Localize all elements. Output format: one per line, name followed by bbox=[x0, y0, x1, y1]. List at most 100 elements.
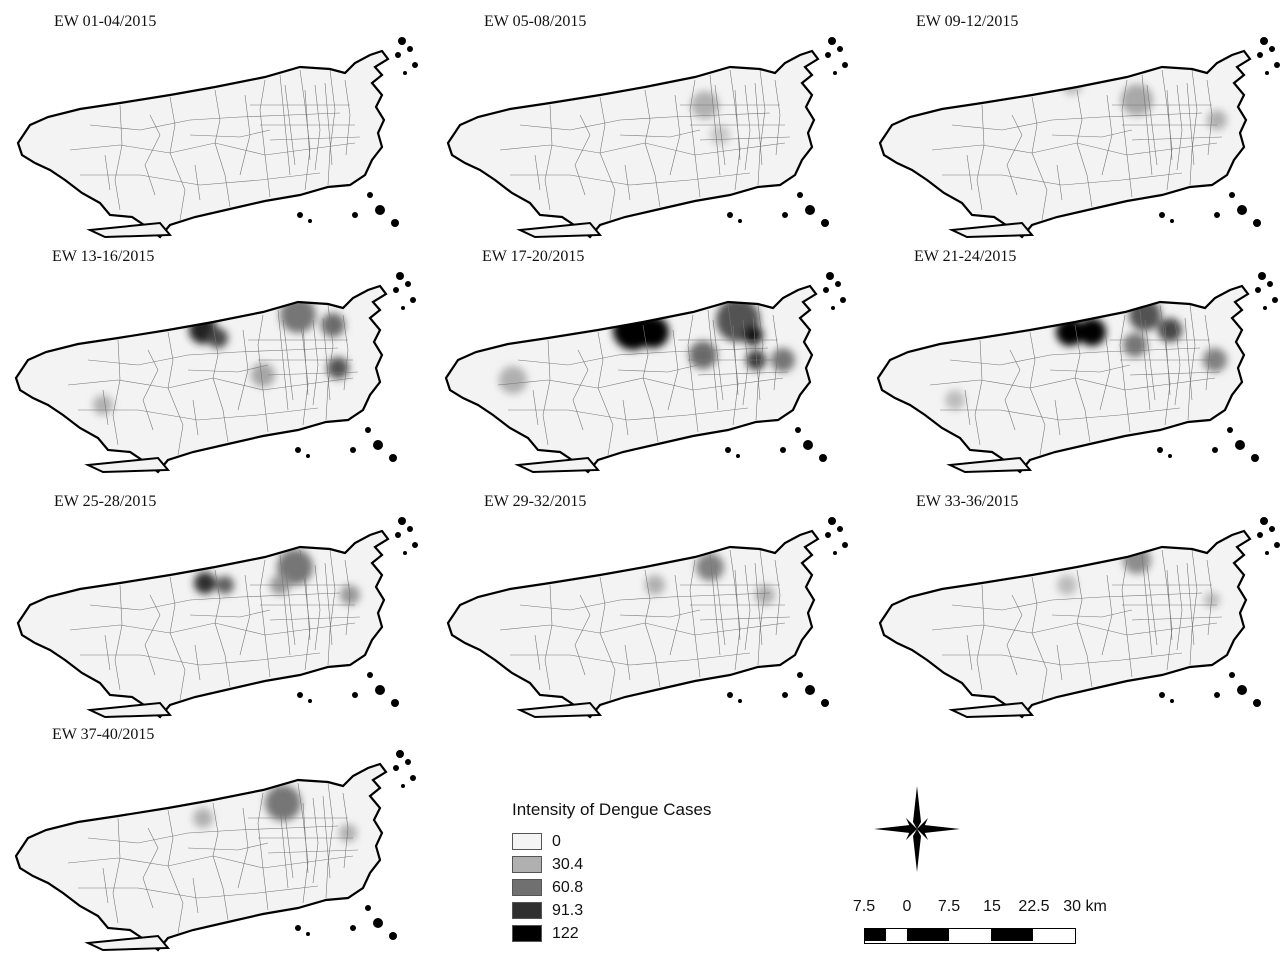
district-boundary bbox=[597, 331, 614, 456]
scale-label: 7.5 bbox=[852, 898, 876, 915]
district-boundary bbox=[344, 559, 351, 636]
island bbox=[396, 750, 404, 758]
district-boundary bbox=[144, 594, 161, 676]
scale-segment bbox=[970, 929, 991, 941]
sandbar bbox=[516, 701, 603, 719]
district-boundary bbox=[951, 112, 1203, 131]
sandbar bbox=[86, 221, 173, 239]
district-boundary bbox=[239, 574, 251, 656]
legend-swatch bbox=[512, 856, 542, 873]
island bbox=[350, 447, 356, 453]
island bbox=[297, 692, 303, 698]
intensity-hotspot bbox=[1057, 575, 1077, 595]
map-panel: EW 37-40/2015 bbox=[8, 718, 433, 953]
district-boundary bbox=[669, 574, 681, 656]
scale-segment bbox=[1054, 929, 1075, 941]
district-boundary bbox=[89, 592, 341, 611]
island bbox=[833, 551, 837, 555]
island bbox=[297, 212, 303, 218]
island bbox=[395, 52, 401, 58]
island bbox=[1253, 219, 1261, 227]
district-boundary bbox=[744, 84, 751, 171]
intensity-hotspot bbox=[696, 553, 724, 581]
district-boundary bbox=[1206, 79, 1213, 156]
city-map bbox=[444, 272, 846, 474]
scale-segment bbox=[1012, 929, 1033, 941]
island bbox=[1168, 454, 1172, 458]
island bbox=[727, 212, 733, 218]
island bbox=[1159, 212, 1165, 218]
district-boundary bbox=[1049, 364, 1131, 373]
island bbox=[396, 272, 404, 280]
legend-swatch bbox=[512, 902, 542, 919]
island bbox=[407, 526, 413, 532]
intensity-hotspot bbox=[321, 313, 345, 337]
north-arrow-icon bbox=[872, 784, 962, 874]
district-boundary bbox=[142, 827, 159, 909]
district-boundary bbox=[239, 94, 251, 176]
island bbox=[1269, 46, 1275, 52]
district-boundary bbox=[80, 652, 321, 666]
district-boundary bbox=[169, 96, 186, 221]
district-boundary bbox=[519, 112, 771, 131]
island bbox=[825, 532, 831, 538]
island bbox=[365, 427, 371, 433]
district-boundary bbox=[1176, 564, 1183, 651]
district-boundary bbox=[325, 782, 334, 899]
district-boundary bbox=[757, 549, 766, 666]
district-boundary bbox=[325, 304, 334, 421]
intensity-hotspot bbox=[645, 575, 665, 595]
island bbox=[1257, 52, 1263, 58]
district-boundary bbox=[167, 331, 184, 456]
intensity-hotspot bbox=[208, 328, 228, 348]
island bbox=[405, 281, 411, 287]
district-boundary bbox=[714, 562, 763, 646]
map-panel-title: EW 05-08/2015 bbox=[484, 13, 587, 30]
city-boundary bbox=[16, 49, 390, 239]
scale-segment bbox=[991, 929, 1012, 941]
island bbox=[295, 925, 301, 931]
district-boundary bbox=[644, 569, 661, 688]
city-boundary bbox=[446, 49, 820, 239]
district-boundary bbox=[669, 94, 681, 176]
district-boundary bbox=[1121, 79, 1133, 198]
city-boundary bbox=[16, 529, 390, 719]
legend-item: 0 bbox=[512, 830, 772, 853]
scale-label: 7.5 bbox=[937, 898, 961, 915]
island bbox=[1212, 447, 1218, 453]
district-boundary bbox=[212, 324, 229, 443]
city-map bbox=[876, 272, 1278, 474]
district-boundary bbox=[617, 364, 699, 373]
sandbar bbox=[948, 221, 1035, 239]
district-boundary bbox=[1031, 96, 1048, 221]
district-boundary bbox=[104, 634, 201, 681]
island bbox=[1229, 672, 1235, 678]
legend-label: 60.8 bbox=[552, 878, 584, 896]
island bbox=[1272, 297, 1278, 303]
district-boundary bbox=[1119, 314, 1131, 433]
district-boundary bbox=[282, 317, 331, 401]
district-boundary bbox=[1206, 559, 1213, 636]
intensity-hotspot bbox=[327, 357, 349, 379]
land-area bbox=[880, 531, 1250, 717]
island bbox=[725, 447, 731, 453]
island bbox=[391, 699, 399, 707]
city-boundary bbox=[876, 284, 1250, 474]
district-boundary bbox=[237, 329, 249, 411]
district-boundary bbox=[942, 652, 1183, 666]
intensity-hotspot bbox=[689, 341, 717, 369]
island bbox=[738, 219, 742, 223]
intensity-hotspot bbox=[93, 395, 113, 415]
district-boundary bbox=[327, 549, 336, 666]
sandbar bbox=[948, 701, 1035, 719]
district-boundary bbox=[757, 69, 766, 186]
district-boundary bbox=[87, 825, 339, 844]
map-panel: EW 29-32/2015 bbox=[440, 485, 865, 720]
intensity-hotspot bbox=[1078, 318, 1106, 346]
district-boundary bbox=[532, 389, 629, 436]
island bbox=[1235, 440, 1245, 450]
map-panel-title: EW 17-20/2015 bbox=[482, 248, 585, 265]
land-area bbox=[878, 286, 1248, 472]
scale-segment bbox=[949, 929, 970, 941]
island bbox=[306, 454, 310, 458]
